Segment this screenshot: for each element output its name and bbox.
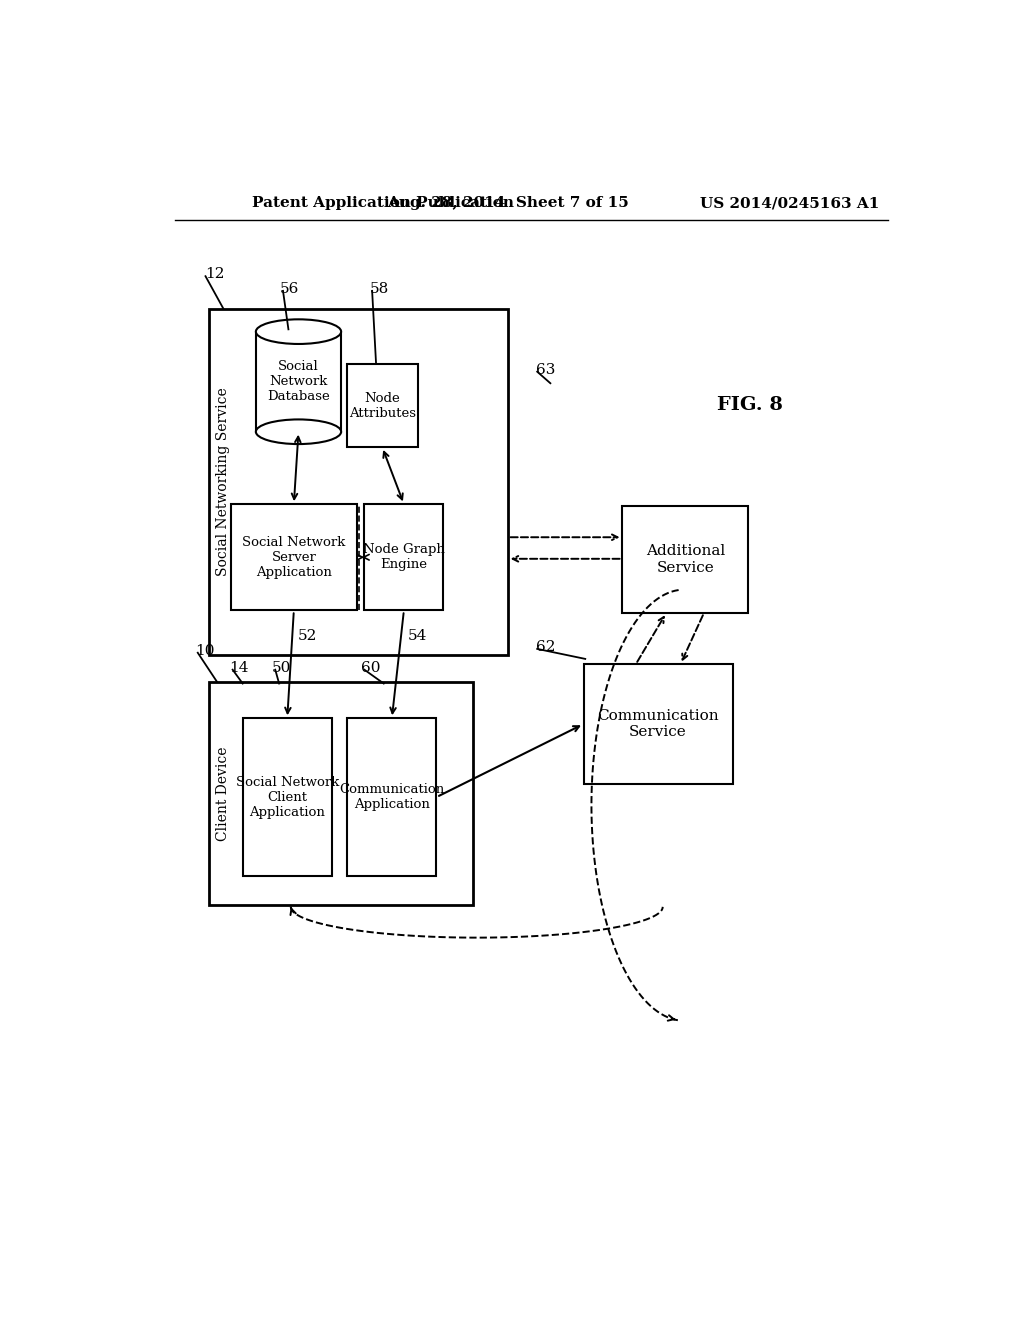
Text: Aug. 28, 2014  Sheet 7 of 15: Aug. 28, 2014 Sheet 7 of 15	[387, 197, 629, 210]
Text: Communication
Application: Communication Application	[339, 783, 444, 810]
Text: 10: 10	[196, 644, 215, 659]
Bar	[346, 364, 418, 447]
Text: US 2014/0245163 A1: US 2014/0245163 A1	[700, 197, 880, 210]
Bar	[209, 682, 473, 906]
Text: 56: 56	[280, 282, 299, 296]
Text: Node Graph
Engine: Node Graph Engine	[362, 544, 444, 572]
Text: 52: 52	[298, 628, 317, 643]
Text: 12: 12	[206, 267, 225, 281]
Text: 58: 58	[370, 282, 389, 296]
Bar	[256, 331, 341, 432]
Bar	[347, 718, 436, 876]
Text: Additional
Service: Additional Service	[645, 544, 725, 574]
Text: FIG. 8: FIG. 8	[717, 396, 783, 413]
Text: Client Device: Client Device	[215, 746, 229, 841]
Text: Social
Network
Database: Social Network Database	[267, 360, 330, 403]
Bar	[623, 507, 748, 612]
Bar	[584, 664, 732, 784]
Text: 60: 60	[360, 661, 380, 675]
Bar	[365, 504, 443, 610]
Text: 63: 63	[537, 363, 556, 378]
Text: 14: 14	[228, 661, 248, 675]
Bar	[209, 309, 508, 655]
Text: Node
Attributes: Node Attributes	[349, 392, 416, 420]
Ellipse shape	[256, 319, 341, 345]
Text: Communication
Service: Communication Service	[597, 709, 719, 739]
Text: 62: 62	[537, 640, 556, 655]
Text: 50: 50	[271, 661, 291, 675]
Text: Social Network
Client
Application: Social Network Client Application	[236, 776, 339, 818]
Text: Social Network
Server
Application: Social Network Server Application	[242, 536, 345, 578]
Text: 54: 54	[408, 628, 427, 643]
Text: Patent Application Publication: Patent Application Publication	[252, 197, 514, 210]
Bar	[231, 504, 356, 610]
Bar	[243, 718, 332, 876]
Ellipse shape	[256, 420, 341, 444]
Text: Social Networking Service: Social Networking Service	[215, 388, 229, 576]
